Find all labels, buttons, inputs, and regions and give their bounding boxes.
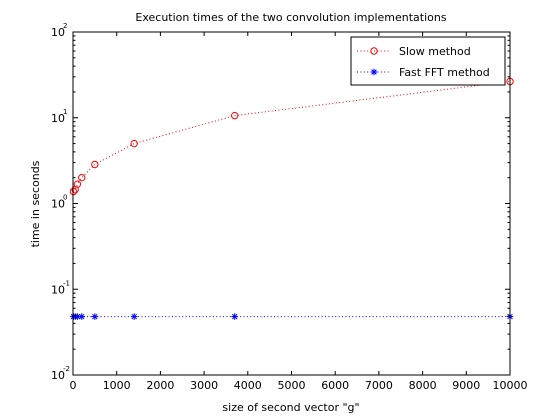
y-tick-label: 10 <box>51 112 65 125</box>
y-tick-label: 10 <box>51 283 65 296</box>
series-0-point <box>91 160 99 169</box>
y-tick-exponent: -1 <box>63 279 70 287</box>
y-axis-title: time in seconds <box>29 160 42 247</box>
series-1-point <box>231 313 238 320</box>
x-tick-label: 6000 <box>321 379 349 392</box>
series-0-point <box>130 139 138 148</box>
legend-entry: Fast FFT method <box>357 66 490 79</box>
plot-background <box>73 32 510 375</box>
series-0-point <box>78 173 86 182</box>
legend-entry: Slow method <box>357 45 471 58</box>
x-tick-label: 9000 <box>452 379 480 392</box>
y-tick-label: 10 <box>51 369 65 382</box>
series-1-point <box>130 313 138 320</box>
x-axis-title: size of second vector "g" <box>222 401 359 414</box>
x-tick-label: 4000 <box>234 379 262 392</box>
x-tick-label: 3000 <box>190 379 218 392</box>
x-tick-label: 1000 <box>103 379 131 392</box>
legend-marker <box>370 68 378 76</box>
legend: Slow method Fast FFT method <box>350 36 506 86</box>
series-1-point <box>78 313 86 320</box>
series-0-point <box>73 180 82 188</box>
series-1-point <box>91 313 99 320</box>
y-tick-label: 10 <box>51 198 65 211</box>
x-tick-label: 2000 <box>146 379 174 392</box>
y-tick-exponent: 2 <box>63 22 67 30</box>
x-tick-label: 8000 <box>409 379 437 392</box>
series-0-point <box>230 111 239 120</box>
y-tick-exponent: -2 <box>63 365 70 373</box>
chart-title: Execution times of the two convolution i… <box>135 11 446 24</box>
plot-area <box>73 32 510 375</box>
y-tick-exponent: 1 <box>63 108 67 116</box>
legend-label: Slow method <box>399 45 471 58</box>
legend-marker <box>370 47 378 55</box>
legend-box <box>350 36 506 86</box>
y-tick-label: 10 <box>51 26 65 39</box>
x-tick-label: 10000 <box>493 379 528 392</box>
y-tick-exponent: 0 <box>63 194 67 202</box>
legend-label: Fast FFT method <box>399 66 490 79</box>
x-tick-label: 5000 <box>278 379 306 392</box>
x-tick-label: 7000 <box>365 379 393 392</box>
x-tick-label: 0 <box>70 379 77 392</box>
axes: 0 1000 2000 3000 4000 5000 6000 7000 8000 9000 100… <box>51 22 528 392</box>
